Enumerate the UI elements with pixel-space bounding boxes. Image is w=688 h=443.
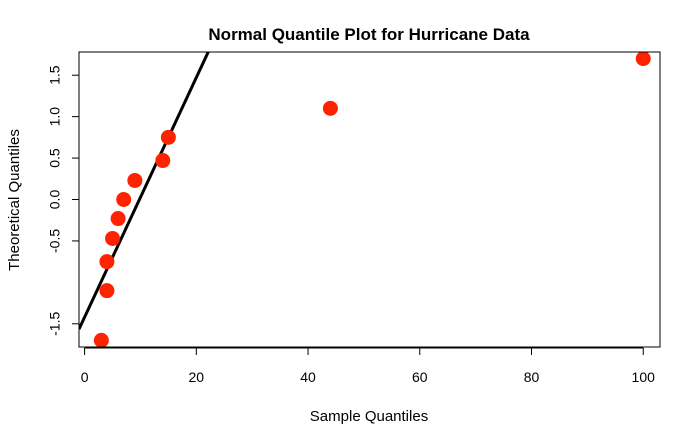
x-tick-label: 40 — [300, 369, 316, 385]
y-tick-label: 0.0 — [47, 190, 63, 210]
x-tick-label: 80 — [524, 369, 540, 385]
y-tick-label: -0.5 — [47, 229, 63, 253]
data-point — [322, 100, 338, 116]
data-point — [105, 230, 121, 246]
data-point — [99, 254, 115, 270]
x-tick-label: 60 — [412, 369, 428, 385]
y-tick-label: 1.0 — [47, 107, 63, 127]
data-point — [110, 211, 126, 227]
y-tick-label: 1.5 — [47, 65, 63, 85]
x-axis-label: Sample Quantiles — [310, 408, 428, 425]
y-axis-label: Theoretical Quantiles — [6, 129, 23, 271]
y-tick-label: 0.5 — [47, 148, 63, 168]
data-point — [635, 52, 651, 67]
data-point — [99, 283, 115, 299]
reference-line — [79, 52, 210, 330]
chart-title: Normal Quantile Plot for Hurricane Data — [208, 25, 530, 44]
data-point — [93, 332, 109, 347]
plot-frame — [78, 51, 661, 348]
data-point — [160, 129, 176, 145]
y-tick-label: -1.5 — [47, 312, 63, 336]
data-point — [116, 192, 132, 207]
x-tick-label: 20 — [189, 369, 205, 385]
x-tick-label: 0 — [81, 369, 89, 385]
data-point — [155, 153, 171, 169]
data-point — [127, 172, 143, 188]
x-tick-label: 100 — [632, 369, 656, 385]
